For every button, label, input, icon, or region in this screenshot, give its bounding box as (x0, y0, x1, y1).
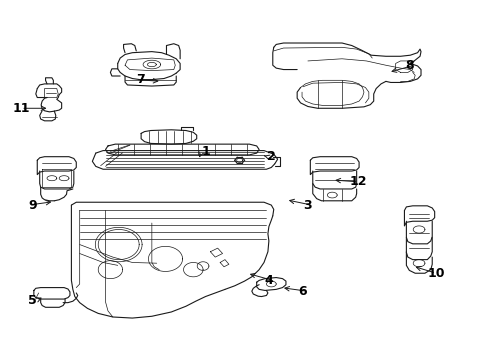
Text: 9: 9 (29, 199, 37, 212)
Text: 11: 11 (12, 102, 30, 115)
Text: 7: 7 (136, 73, 144, 86)
Text: 1: 1 (201, 145, 210, 158)
Text: 12: 12 (348, 175, 366, 188)
Text: 2: 2 (267, 150, 276, 163)
Text: 6: 6 (298, 285, 306, 298)
Text: 10: 10 (427, 267, 444, 280)
Text: 8: 8 (405, 59, 413, 72)
Text: 4: 4 (264, 274, 272, 287)
Text: 3: 3 (303, 199, 311, 212)
Text: 5: 5 (27, 294, 36, 307)
